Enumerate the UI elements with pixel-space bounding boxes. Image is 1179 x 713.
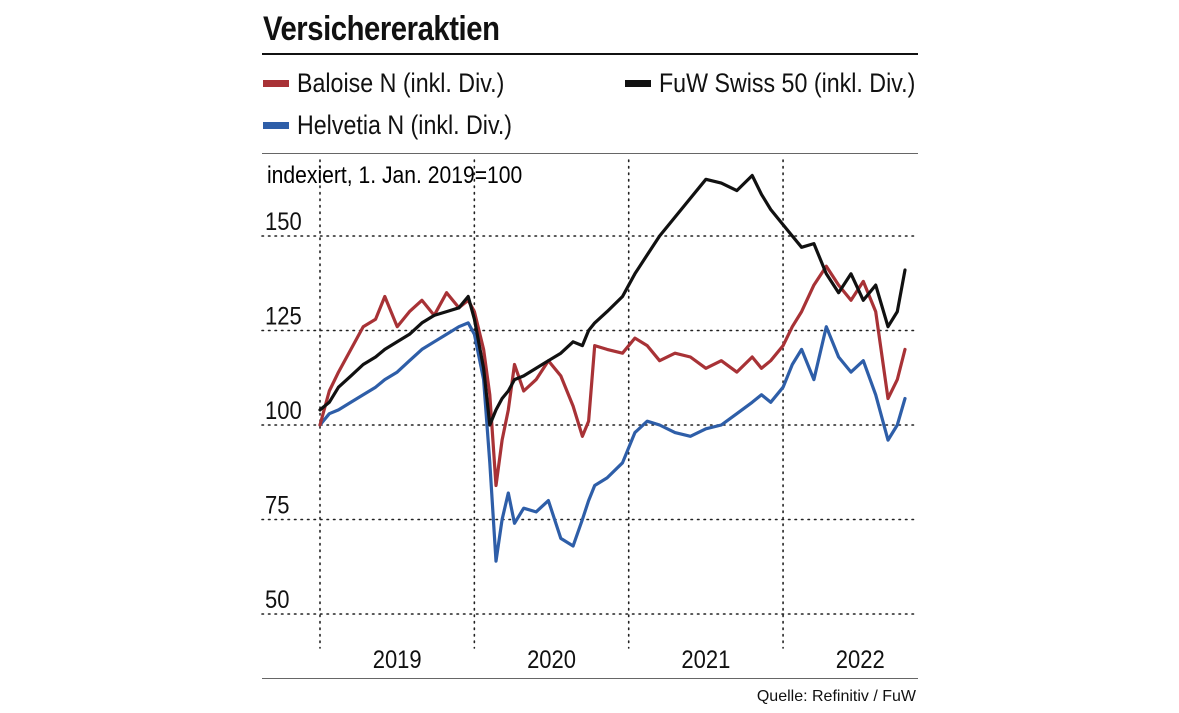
series-line-helvetia — [318, 321, 907, 563]
title-rule — [262, 53, 918, 55]
source-note: Quelle: Refinitiv / FuW — [756, 688, 916, 705]
y-tick-label-50: 50 — [265, 586, 289, 614]
series-line-smi — [318, 173, 907, 427]
y-axis-label: indexiert, 1. Jan. 2019=100 — [267, 162, 522, 189]
legend-swatch-smi — [625, 80, 651, 87]
legend-swatch-helvetia — [263, 122, 289, 129]
legend-swatch-baloise — [263, 80, 289, 87]
series-line-baloise — [318, 264, 907, 488]
legend-label-baloise: Baloise N (inkl. Div.) — [297, 68, 505, 98]
chart-title: Versichereraktien — [263, 10, 500, 48]
legend-item-baloise: Baloise N (inkl. Div.) — [263, 68, 538, 99]
y-tick-label-75: 75 — [265, 491, 289, 519]
x-tick-label-2022: 2022 — [836, 646, 885, 674]
y-tick-label-100: 100 — [265, 397, 302, 425]
bottom-rule — [262, 678, 918, 679]
x-tick-label-2020: 2020 — [527, 646, 576, 674]
x-tick-label-2021: 2021 — [681, 646, 730, 674]
grid-lines — [261, 159, 919, 649]
legend-item-smi: FuW Swiss 50 (inkl. Div.) — [625, 68, 957, 99]
legend-item-helvetia: Helvetia N (inkl. Div.) — [263, 110, 547, 141]
y-tick-label-150: 150 — [265, 208, 302, 236]
axis-ticks: 50 75 100 125 150 2019 2020 2021 2022 — [265, 208, 885, 674]
series-lines — [318, 173, 907, 563]
y-tick-label-125: 125 — [265, 302, 302, 330]
legend-rule — [262, 153, 918, 154]
legend-label-helvetia: Helvetia N (inkl. Div.) — [297, 110, 513, 140]
x-tick-label-2019: 2019 — [373, 646, 422, 674]
legend-label-smi: FuW Swiss 50 (inkl. Div.) — [659, 68, 916, 98]
